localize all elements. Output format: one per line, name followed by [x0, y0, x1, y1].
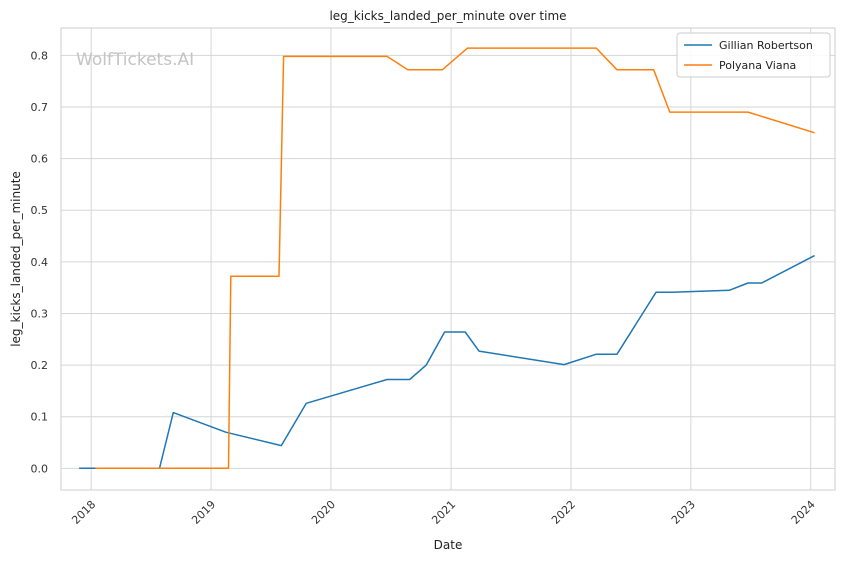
y-tick-label: 0.2: [31, 359, 49, 372]
legend-label-polyana-viana: Polyana Viana: [719, 59, 796, 72]
legend-label-gillian-robertson: Gillian Robertson: [719, 39, 813, 52]
series-line-polyana-viana: [95, 47, 815, 470]
y-tick-label: 0.5: [31, 204, 49, 217]
y-axis-label: leg_kicks_landed_per_minute: [9, 171, 23, 347]
chart-title: leg_kicks_landed_per_minute over time: [329, 9, 566, 23]
y-tick-label: 0.0: [31, 462, 49, 475]
y-tick-label: 0.6: [31, 153, 49, 166]
y-tick-label: 0.4: [31, 256, 49, 269]
grid: [61, 28, 835, 490]
x-axis-label: Date: [434, 538, 463, 552]
plot-frame: [60, 27, 836, 491]
series-lines: [79, 47, 815, 470]
legend-box: [676, 32, 831, 78]
watermark: WolfTickets.AI: [76, 50, 194, 70]
series-line-gillian-robertson: [79, 254, 815, 470]
y-tick-label: 0.8: [31, 49, 49, 62]
y-tick-label: 0.7: [31, 101, 49, 114]
y-tick-label: 0.3: [31, 307, 49, 320]
legend: Gillian Robertson Polyana Viana: [676, 32, 831, 78]
y-tick-label: 0.1: [31, 411, 49, 424]
